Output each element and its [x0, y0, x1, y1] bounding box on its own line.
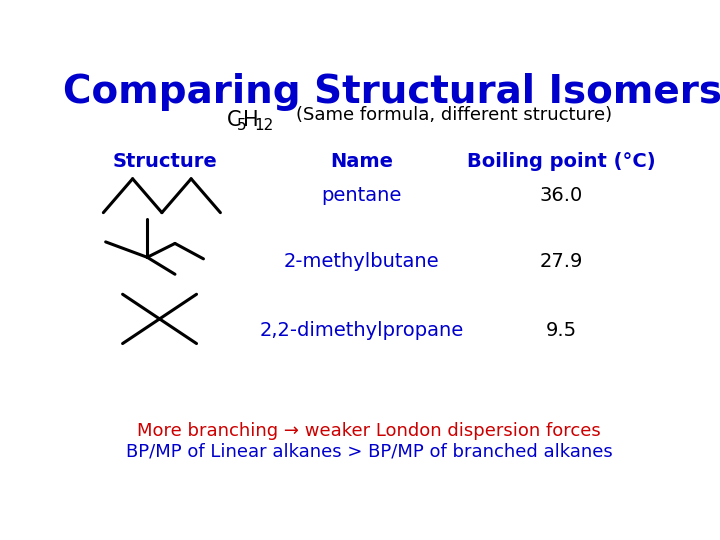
Text: 12: 12: [254, 118, 274, 133]
Text: Name: Name: [330, 152, 393, 171]
Text: 9.5: 9.5: [546, 321, 577, 340]
Text: pentane: pentane: [321, 186, 402, 205]
Text: Boiling point (°C): Boiling point (°C): [467, 152, 656, 171]
Text: 2,2-dimethylpropane: 2,2-dimethylpropane: [259, 321, 464, 340]
Text: C: C: [227, 110, 241, 130]
Text: BP/MP of Linear alkanes > BP/MP of branched alkanes: BP/MP of Linear alkanes > BP/MP of branc…: [125, 442, 613, 460]
Text: 36.0: 36.0: [540, 186, 583, 205]
Text: Comparing Structural Isomers: Comparing Structural Isomers: [63, 73, 720, 111]
Text: More branching → weaker London dispersion forces: More branching → weaker London dispersio…: [137, 422, 601, 440]
Text: 2-methylbutane: 2-methylbutane: [284, 252, 439, 271]
Text: 27.9: 27.9: [540, 252, 583, 271]
Text: Structure: Structure: [112, 152, 217, 171]
Text: (Same formula, different structure): (Same formula, different structure): [296, 106, 612, 124]
Text: H: H: [243, 110, 258, 130]
Text: 5: 5: [237, 118, 246, 133]
